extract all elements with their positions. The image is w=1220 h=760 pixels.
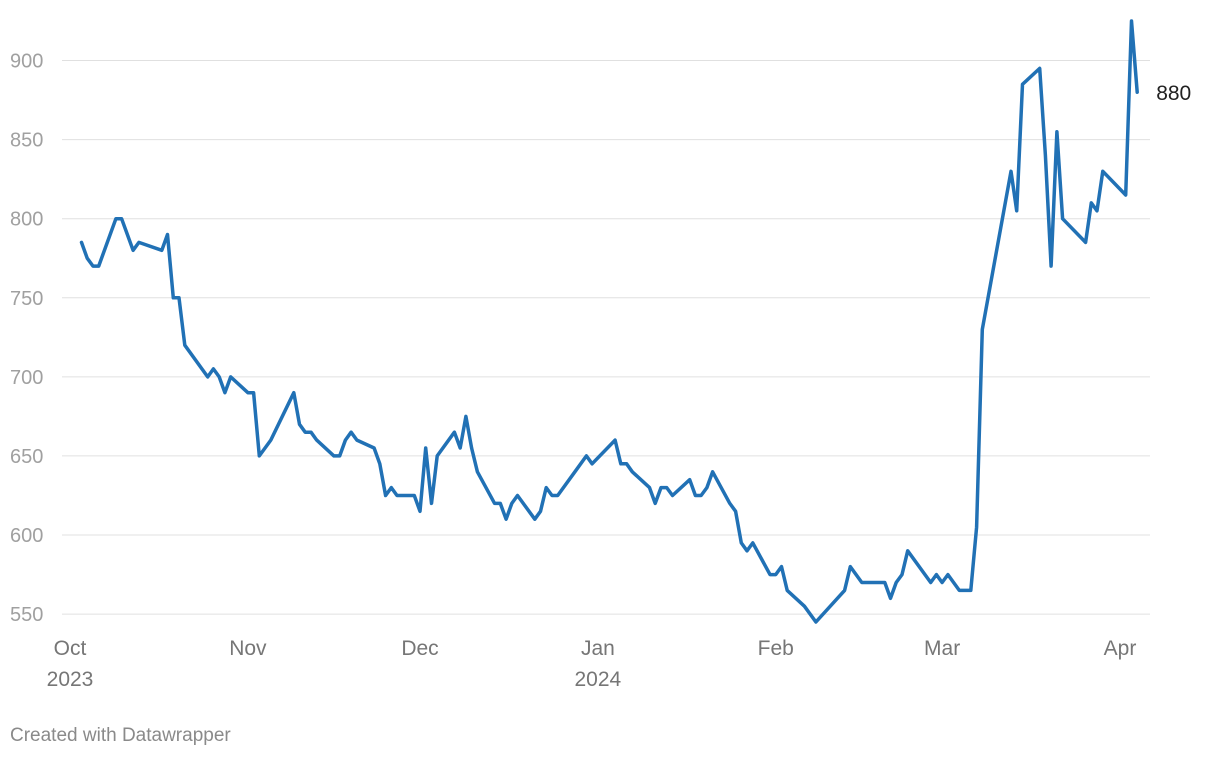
x-tick-label-nov: Nov [229,637,267,660]
x-tick-label-feb: Feb [758,637,794,660]
series-line-0 [79,19,1139,624]
y-tick-label-850: 850 [10,130,43,152]
series-layer: 880 [79,19,1191,624]
series-end-label: 880 [1156,82,1191,105]
y-tick-label-600: 600 [10,525,43,547]
x-tick-year-2023: 2023 [47,668,94,691]
y-tick-label-900: 900 [10,51,43,73]
y-tick-label-750: 750 [10,288,43,310]
gridlines [62,60,1150,615]
x-tick-year-2024: 2024 [575,668,622,691]
y-tick-label-700: 700 [10,367,43,389]
x-tick-label-mar: Mar [924,637,960,660]
y-axis-ticks: 550 600 650 700 750 800 850 900 [10,51,43,627]
x-tick-label-dec: Dec [401,637,438,660]
y-tick-label-550: 550 [10,604,43,626]
x-tick-label-apr: Apr [1104,637,1137,660]
footer-credit: Created with Datawrapper [10,725,231,746]
y-tick-label-800: 800 [10,209,43,231]
x-tick-label-jan: Jan [581,637,615,660]
y-tick-label-650: 650 [10,446,43,468]
x-axis-ticks: Oct 2023 Nov Dec Jan 2024 Feb Mar Apr [47,637,1137,691]
x-tick-label-oct: Oct [54,637,87,660]
